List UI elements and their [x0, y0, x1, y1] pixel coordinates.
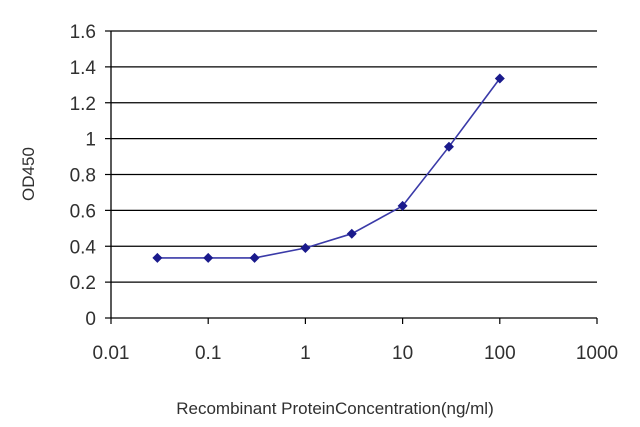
y-tick-label: 0.4 — [70, 237, 97, 258]
data-point — [300, 243, 311, 254]
y-tick-label: 1.6 — [70, 22, 96, 43]
data-point — [494, 73, 505, 84]
series-line — [157, 78, 501, 259]
y-tick-label: 1.2 — [70, 94, 96, 115]
x-tick-label: 1 — [300, 343, 311, 364]
y-tick-label: 0.2 — [70, 273, 96, 294]
data-series — [152, 73, 505, 263]
x-tick-label: 0.1 — [195, 343, 221, 364]
data-point — [249, 252, 260, 263]
y-tick-labels: 0 0.2 0.4 0.6 0.8 1 1.2 1.4 1.6 — [70, 22, 97, 330]
data-point — [346, 228, 357, 239]
x-tick-label: 0.01 — [93, 343, 130, 364]
y-tick-label: 0.8 — [70, 166, 96, 187]
y-tick-label: 1 — [85, 130, 96, 151]
grid-lines — [111, 30, 597, 283]
data-point — [203, 252, 214, 263]
x-tick-label: 10 — [392, 343, 413, 364]
data-point — [443, 141, 454, 152]
y-tick-label: 1.4 — [70, 58, 97, 79]
x-axis-label: Recombinant ProteinConcentration(ng/ml) — [176, 399, 494, 418]
x-tick-label: 1000 — [576, 343, 618, 364]
y-axis-label: OD450 — [19, 147, 38, 201]
axes — [105, 30, 598, 324]
y-tick-label: 0 — [85, 309, 96, 330]
x-tick-labels: 0.01 0.1 1 10 100 1000 — [93, 343, 619, 364]
y-tick-label: 0.6 — [70, 201, 96, 222]
x-tick-label: 100 — [484, 343, 516, 364]
data-point — [397, 200, 408, 211]
data-point — [152, 252, 163, 263]
